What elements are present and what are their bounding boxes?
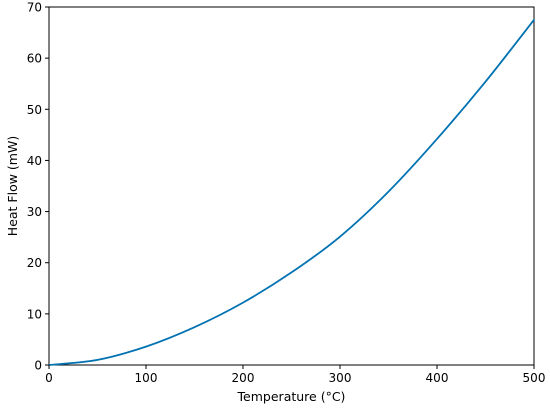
y-tick-label: 70 <box>27 1 42 15</box>
y-tick-label: 20 <box>27 256 42 270</box>
y-tick-label: 50 <box>27 103 42 117</box>
x-tick-label: 100 <box>135 371 158 385</box>
y-axis: 0 10 20 30 40 50 60 70 <box>27 1 49 373</box>
y-tick-label: 0 <box>34 359 42 373</box>
y-tick-label: 10 <box>27 307 42 321</box>
axes-frame <box>48 6 535 366</box>
y-tick-label: 40 <box>27 154 42 168</box>
y-tick-label: 60 <box>27 52 42 66</box>
x-axis: 0 100 200 300 400 500 <box>45 365 545 385</box>
x-tick-label: 0 <box>45 371 53 385</box>
series-layer <box>48 18 535 366</box>
y-axis-label: Heat Flow (mW) <box>5 136 20 236</box>
x-axis-label: Temperature (°C) <box>237 389 346 404</box>
x-tick-label: 300 <box>329 371 352 385</box>
plot-area <box>48 6 535 366</box>
y-tick-label: 30 <box>27 205 42 219</box>
x-tick-label: 400 <box>426 371 449 385</box>
series-line <box>48 18 535 366</box>
x-tick-label: 200 <box>232 371 255 385</box>
x-tick-label: 500 <box>523 371 546 385</box>
